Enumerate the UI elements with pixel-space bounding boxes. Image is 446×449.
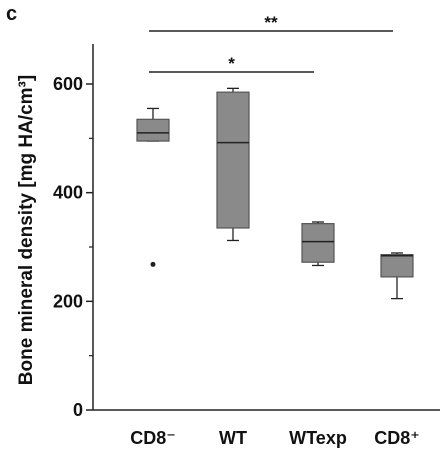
box-iqr — [216, 91, 250, 229]
y-tick-label: 0 — [73, 400, 83, 420]
y-axis-title-group: Bone mineral density [mg HA/cm³] — [16, 75, 37, 385]
box-2 — [216, 87, 250, 242]
outlier-point — [150, 261, 156, 267]
x-category-label: WTexp — [289, 428, 347, 448]
axes: 0 200 400 600 CD8⁻ WT WTexp CD8⁺ — [53, 44, 440, 448]
y-tick-label: 200 — [53, 291, 83, 311]
y-tick-label: 400 — [53, 183, 83, 203]
box-iqr — [136, 118, 170, 142]
box-4 — [380, 252, 414, 300]
box-iqr — [301, 223, 335, 263]
box-3 — [301, 221, 335, 267]
plot-marks — [136, 87, 414, 300]
panel-label: c — [6, 3, 17, 25]
box-iqr — [380, 254, 414, 278]
significance-label: ** — [264, 13, 278, 32]
y-axis-title: Bone mineral density [mg HA/cm³] — [16, 75, 37, 385]
significance-label: * — [228, 54, 235, 73]
x-category-label: CD8⁻ — [130, 428, 176, 448]
x-category-label: WT — [219, 428, 247, 448]
box-1 — [136, 107, 170, 267]
y-tick-label: 600 — [53, 74, 83, 94]
x-category-label: CD8⁺ — [374, 428, 420, 448]
significance-brackets: *** — [149, 13, 393, 73]
